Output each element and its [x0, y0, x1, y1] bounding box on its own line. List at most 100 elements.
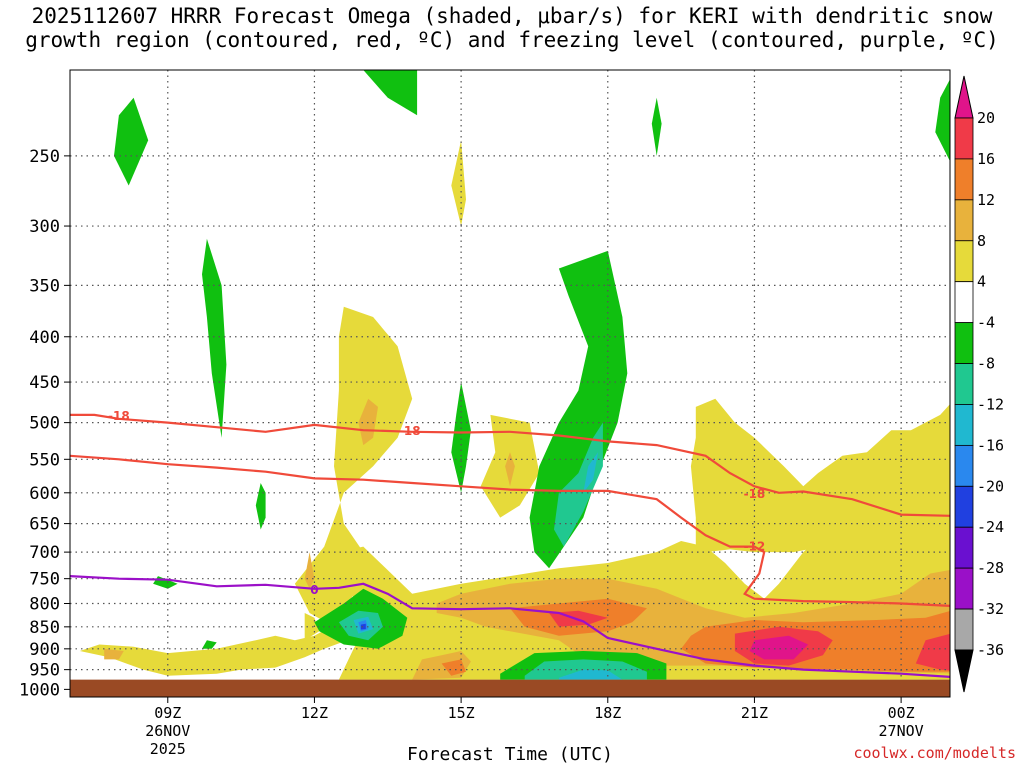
y-tick-label-900: 900 — [29, 640, 60, 660]
credit-link[interactable]: coolwx.com/modelts — [853, 744, 1016, 762]
omega-region-pos12-23 — [441, 659, 466, 676]
colorbar-segment-3 — [954, 240, 974, 283]
omega-region-neg12-38 — [558, 669, 623, 680]
omega-region-pos4-9 — [451, 140, 466, 226]
y-tick-label-550: 550 — [29, 450, 60, 470]
omega-region-neg4-5 — [255, 483, 266, 530]
x-tick-label-21-0: 21Z — [741, 704, 768, 722]
chart-title: 2025112607 HRRR Forecast Omega (shaded, … — [0, 4, 1024, 52]
title-line-1: 2025112607 HRRR Forecast Omega (shaded, … — [31, 4, 993, 28]
omega-region-neg4-4 — [202, 238, 227, 438]
y-tick-label-800: 800 — [29, 595, 60, 615]
colorbar-label-6: -8 — [977, 355, 995, 373]
colorbar-segment-9 — [954, 485, 974, 528]
omega-region-neg8-29 — [554, 422, 603, 547]
omega-region-neg8-37 — [524, 659, 647, 680]
colorbar-segment-5 — [954, 322, 974, 364]
colorbar-label-9: -20 — [977, 477, 1004, 495]
colorbar-segment-2 — [954, 199, 974, 242]
y-tick-label-650: 650 — [29, 515, 60, 535]
y-tick-label-500: 500 — [29, 414, 60, 434]
contours: -18 18 -18 -12 0 — [70, 409, 950, 678]
y-axis: 2503003504004505005506006507007508008509… — [19, 147, 70, 700]
dendritic-label-0: -18 — [108, 409, 130, 423]
x-tick-label-18-0: 18Z — [594, 704, 621, 722]
y-tick-label-700: 700 — [29, 543, 60, 563]
omega-region-pos8-15 — [358, 398, 378, 446]
dendritic-contour-1 — [70, 454, 950, 607]
colorbar-label-0: 20 — [977, 109, 995, 127]
y-tick-label-250: 250 — [29, 147, 60, 167]
x-tick-label-9-1: 26NOV — [145, 722, 190, 740]
colorbar-label-7: -12 — [977, 395, 1004, 413]
omega-region-neg4-0 — [114, 97, 149, 186]
x-tick-label-9-0: 09Z — [154, 704, 181, 722]
omega-region-neg4-1 — [363, 70, 418, 116]
x-tick-label-15-0: 15Z — [448, 704, 475, 722]
omega-region-neg4-7 — [153, 576, 178, 589]
x-tick-label-24-0: 00Z — [888, 704, 915, 722]
omega-region-pos8-20 — [104, 648, 124, 660]
colorbar-segment-7 — [954, 404, 974, 446]
x-tick-label-24-1: 27NOV — [879, 722, 924, 740]
colorbar-label-3: 8 — [977, 232, 986, 250]
omega-region-pos4-13 — [690, 398, 950, 553]
colorbar-top-arrow — [954, 75, 974, 119]
colorbar-segment-4 — [954, 281, 974, 324]
ground-bar — [70, 679, 950, 697]
y-tick-label-400: 400 — [29, 328, 60, 348]
omega-region-neg4-6 — [451, 382, 471, 493]
colorbar-label-1: 16 — [977, 150, 995, 168]
x-axis-label: Forecast Time (UTC) — [407, 744, 613, 765]
colorbar-segment-0 — [954, 117, 974, 160]
colorbar-label-12: -32 — [977, 600, 1004, 618]
freezing-level-label: 0 — [310, 583, 318, 597]
colorbar-segment-10 — [954, 526, 974, 569]
y-tick-label-600: 600 — [29, 484, 60, 504]
omega-region-neg20-35 — [360, 623, 366, 630]
x-tick-label-12-0: 12Z — [301, 704, 328, 722]
y-tick-label-300: 300 — [29, 217, 60, 237]
title-line-2: growth region (contoured, red, ºC) and f… — [25, 28, 999, 52]
omega-region-neg4-8 — [202, 640, 217, 649]
colorbar-label-8: -16 — [977, 436, 1004, 454]
colorbar-segment-6 — [954, 363, 974, 405]
colorbar-label-13: -36 — [977, 641, 1004, 659]
freezing-level-contour — [70, 575, 950, 678]
y-tick-label-350: 350 — [29, 276, 60, 296]
colorbar-label-10: -24 — [977, 518, 1004, 536]
colorbar-label-2: 12 — [977, 191, 995, 209]
colorbar-bottom-arrow — [954, 649, 974, 693]
omega-region-neg4-28 — [529, 250, 628, 569]
omega-region-neg4-3 — [935, 79, 950, 162]
omega-region-pos8-17 — [304, 552, 315, 589]
omega-region-pos8-16 — [505, 452, 515, 487]
dendritic-label-3: -12 — [744, 539, 766, 553]
omega-region-pos4-10 — [79, 306, 413, 676]
colorbar-label-5: -4 — [977, 314, 995, 332]
y-tick-label-1000: 1000 — [19, 680, 60, 700]
y-tick-label-950: 950 — [29, 661, 60, 681]
x-tick-label-9-2: 2025 — [150, 740, 186, 758]
colorbar-label-4: 4 — [977, 273, 986, 291]
dendritic-contour-0 — [70, 413, 950, 517]
colorbar-segment-1 — [954, 158, 974, 201]
colorbar-segment-11 — [954, 567, 974, 610]
omega-region-pos16-26 — [915, 633, 950, 671]
omega-region-neg4-2 — [651, 97, 662, 156]
omega-region-pos20-27 — [749, 635, 809, 660]
omega-shading — [79, 70, 950, 680]
colorbar: 20 16 12 8 4 -4 -8 -12 -16 -20 -24 -28 -32 -36 — [954, 75, 1004, 693]
colorbar-segment-12 — [954, 608, 974, 651]
omega-region-neg12-30 — [583, 452, 598, 493]
plot-frame — [69, 69, 951, 698]
grid-lines — [70, 70, 950, 697]
dendritic-label-2: -18 — [744, 487, 766, 501]
colorbar-label-11: -28 — [977, 559, 1004, 577]
y-tick-label-450: 450 — [29, 373, 60, 393]
y-tick-label-850: 850 — [29, 618, 60, 638]
y-tick-label-750: 750 — [29, 570, 60, 590]
colorbar-segment-8 — [954, 444, 974, 487]
